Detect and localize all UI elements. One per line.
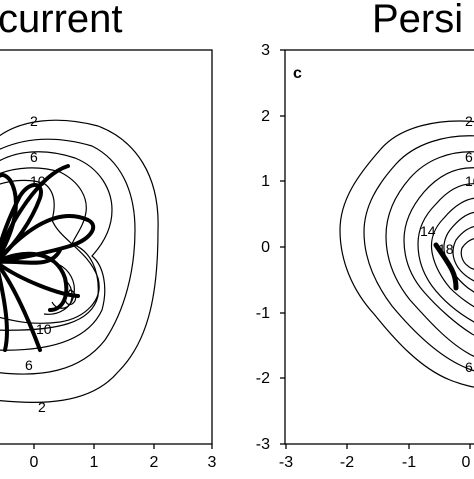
contour-label: 10: [36, 321, 52, 337]
y-tick-label: 3: [261, 42, 270, 59]
y-tick-label: -1: [256, 305, 270, 322]
left-panel-title: current: [0, 0, 123, 41]
contour-label: 6: [30, 149, 38, 165]
contour-right-2: [340, 121, 474, 388]
y-tick-label: -2: [256, 370, 270, 387]
right-panel: c 3 2 1 0 -1 -2 -3 -3 -2 -1 0: [256, 42, 474, 471]
right-contours: [340, 121, 474, 388]
x-tick-label: 0: [30, 454, 39, 471]
x-tick-label: 0: [462, 454, 471, 471]
contour-label: 10: [465, 173, 474, 189]
x-tick-label: 3: [208, 454, 217, 471]
panel-label: c: [293, 65, 302, 82]
contour-label: 6: [25, 357, 33, 373]
right-panel-title: Persi: [372, 0, 463, 41]
contour-label: 2: [38, 399, 46, 415]
y-tick-label: 1: [261, 173, 270, 190]
contour-label: 2: [465, 113, 473, 129]
left-panel: 2 6 10 10 6 2 0 1 2 3: [0, 50, 217, 471]
y-tick-label: 2: [261, 108, 270, 125]
left-x-axis: [34, 444, 212, 449]
y-tick-label: -3: [256, 436, 270, 453]
track: [0, 185, 41, 262]
contour-label: 6: [465, 359, 473, 375]
x-tick-label: -2: [340, 454, 354, 471]
x-tick-label: 2: [150, 454, 159, 471]
contour-label: 14: [420, 223, 436, 239]
right-y-axis: [280, 50, 285, 444]
x-tick-label: -1: [402, 454, 416, 471]
contour-label: 2: [30, 113, 38, 129]
right-x-axis: [286, 444, 470, 449]
left-plot-frame: [0, 50, 212, 444]
x-tick-label: -3: [279, 454, 293, 471]
contour-right-18: [461, 238, 474, 270]
contour-label: 6: [465, 149, 473, 165]
y-tick-label: 0: [261, 239, 270, 256]
x-tick-label: 1: [90, 454, 99, 471]
